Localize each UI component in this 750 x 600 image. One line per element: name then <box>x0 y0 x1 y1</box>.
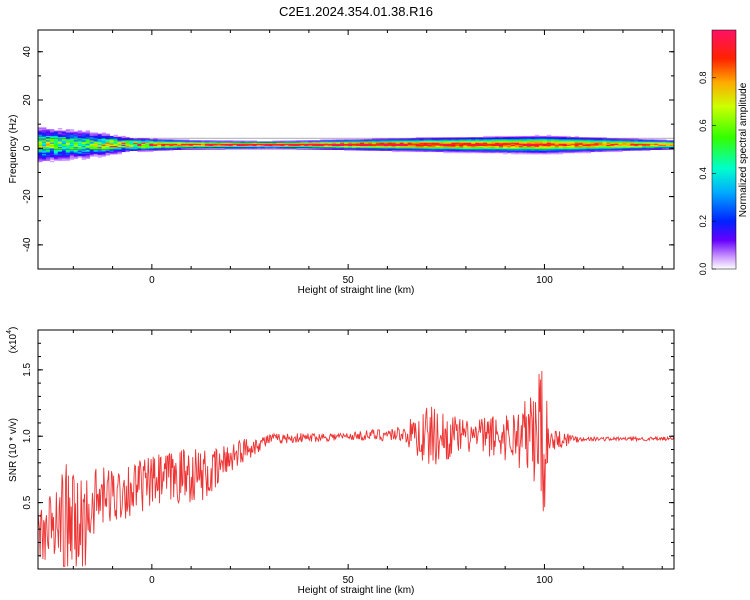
top-y-axis-label: Frequency (Hz) <box>8 115 19 184</box>
colorbar-tick-label: 0.8 <box>698 72 708 85</box>
y-tick-label: 1.5 <box>22 362 33 376</box>
snr-series-line <box>38 370 674 567</box>
colorbar-tick: 0.4 <box>698 167 716 180</box>
colorbar-label: Normalized spectral amplitude <box>738 82 749 217</box>
y-tick: 1.5 <box>22 362 674 377</box>
x-tick: 0 <box>149 330 155 586</box>
top-plot-frame <box>37 29 675 270</box>
colorbar-tick: 0.8 <box>698 72 716 85</box>
bottom-y-axis-label: SNR (10 * v/v) <box>8 418 19 482</box>
top-x-ticks: 0 50 100 <box>72 30 663 286</box>
top-y-ticks: 40 20 0 -20 -40 <box>22 46 674 270</box>
colorbar-tick-label: 0.4 <box>698 167 708 180</box>
y-multiplier-base: (x10 <box>8 333 19 353</box>
y-multiplier: (x104) <box>6 327 19 354</box>
bottom-y-ticks: 0.5 1.0 1.5 <box>22 329 674 557</box>
y-tick-label: 0.5 <box>22 495 33 509</box>
x-tick: 50 <box>343 30 355 286</box>
x-tick-label: 100 <box>536 275 553 286</box>
bottom-panel: 0.5 1.0 1.5 0 50 100 Height of straight line… <box>6 327 675 596</box>
colorbar-tick-label: 0.2 <box>698 215 708 228</box>
x-tick: 100 <box>536 330 553 586</box>
y-tick-label: 1.0 <box>22 429 33 443</box>
colorbar-ticks: 0.0 0.2 0.4 0.6 0.8 <box>698 72 716 276</box>
colorbar-gradient <box>711 29 737 270</box>
y-multiplier-exp: 4 <box>6 330 13 334</box>
svg-text:(x104): (x104) <box>6 327 19 354</box>
y-tick-label: 20 <box>22 94 33 106</box>
y-tick: -20 <box>22 189 674 204</box>
bottom-plot-frame <box>37 329 675 570</box>
bottom-x-ticks: 0 50 100 <box>72 330 663 586</box>
top-x-axis-label: Height of straight line (km) <box>298 285 415 296</box>
y-tick: 40 <box>22 46 674 58</box>
x-tick: 0 <box>149 30 155 286</box>
top-panel: 40 20 0 -20 -40 0 50 100 Height of straight li… <box>8 29 675 296</box>
x-tick-label: 100 <box>536 575 553 586</box>
y-tick-label: 0 <box>22 145 33 151</box>
x-tick: 100 <box>536 30 553 286</box>
chart-title: C2E1.2024.354.01.38.R16 <box>279 4 433 19</box>
x-tick-label: 0 <box>149 575 155 586</box>
x-tick-label: 50 <box>343 275 355 286</box>
y-tick-label: 40 <box>22 46 33 58</box>
x-tick-label: 0 <box>149 275 155 286</box>
y-tick: -40 <box>22 237 674 252</box>
y-tick-label: -20 <box>22 189 33 204</box>
colorbar-tick: 0.0 <box>698 263 716 276</box>
colorbar-tick-label: 0.6 <box>698 119 708 132</box>
y-tick: 20 <box>22 94 674 106</box>
colorbar-tick: 0.2 <box>698 215 716 228</box>
x-tick: 50 <box>343 330 355 586</box>
colorbar-tick: 0.6 <box>698 119 716 132</box>
x-tick-label: 50 <box>343 575 355 586</box>
spectrogram-heatmap <box>38 126 674 163</box>
y-tick-label: -40 <box>22 237 33 252</box>
colorbar-tick-label: 0.0 <box>698 263 708 276</box>
colorbar: 0.0 0.2 0.4 0.6 0.8 Normalized spectral ampl… <box>698 29 749 276</box>
bottom-x-axis-label: Height of straight line (km) <box>298 585 415 596</box>
